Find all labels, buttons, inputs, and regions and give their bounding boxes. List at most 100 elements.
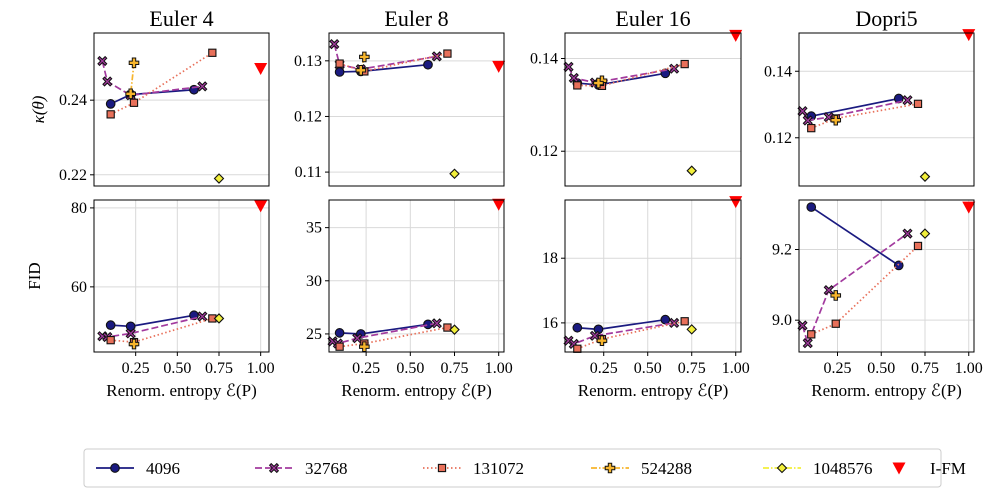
data-point-32768	[197, 81, 208, 92]
data-point-1048576	[213, 173, 225, 184]
subplot-title: Euler 4	[149, 6, 213, 31]
legend-entry-131072: 131072	[423, 459, 524, 478]
data-point-I-FM	[492, 198, 506, 211]
series-line-131072	[339, 52, 448, 73]
subplot-1: 0.22 0.24 Euler 4 κ(θ)	[29, 6, 270, 187]
x-tick-label: 1.00	[247, 360, 275, 377]
series-I-FM	[729, 196, 743, 209]
series-1048576	[213, 313, 225, 324]
series-32768	[97, 55, 208, 101]
legend-label: 32768	[305, 459, 348, 478]
data-point-131072	[913, 99, 923, 108]
data-point-131072	[129, 98, 139, 107]
y-tick-label: 60	[71, 279, 87, 296]
data-point-32768	[797, 106, 808, 117]
series-line-4096	[811, 97, 899, 117]
series-32768	[797, 95, 913, 126]
data-point-131072	[335, 342, 344, 351]
series-32768	[797, 228, 913, 349]
y-tick-label: 9.0	[772, 312, 792, 329]
x-tick-label: 0.50	[634, 360, 662, 377]
data-point-1048576	[449, 168, 460, 180]
data-point-I-FM	[962, 201, 976, 214]
axes-frame	[93, 32, 270, 187]
data-point-131072	[208, 48, 217, 57]
data-point-32768	[329, 39, 340, 50]
data-point-32768	[823, 285, 834, 296]
data-point-131072	[913, 241, 923, 251]
data-point-4096	[125, 321, 136, 332]
data-point-524288	[593, 77, 604, 89]
y-tick-label: 0.14	[530, 51, 558, 68]
data-point-32768	[431, 51, 442, 62]
x-axis-label: Renorm. entropy ℰ(P)	[578, 381, 729, 400]
legend-marker-I-FM	[892, 462, 906, 475]
data-point-524288	[830, 290, 842, 301]
y-tick-label: 0.14	[764, 63, 792, 80]
y-tick-label: 0.12	[294, 108, 322, 125]
data-point-1048576	[686, 165, 697, 176]
x-tick-label: 0.75	[205, 360, 233, 377]
data-point-1048576	[686, 324, 697, 335]
series-I-FM	[492, 198, 506, 211]
series-line-32768	[333, 43, 437, 71]
subplot-title: Euler 8	[384, 6, 448, 31]
y-tick-label: 0.11	[295, 164, 322, 181]
x-tick-label: 0.50	[163, 360, 191, 377]
y-tick-label: 9.2	[772, 241, 792, 258]
series-1048576	[919, 228, 931, 239]
y-tick-label: 0.13	[294, 53, 322, 70]
y-tick-label: 25	[306, 326, 322, 343]
data-point-32768	[563, 61, 574, 72]
series-I-FM	[254, 200, 268, 213]
data-point-131072	[443, 323, 452, 332]
y-tick-label: 0.24	[59, 92, 87, 109]
x-tick-label: 1.00	[722, 360, 750, 377]
series-4096	[105, 310, 199, 332]
data-point-1048576	[213, 313, 225, 324]
x-axis-label: Renorm. entropy ℰ(P)	[341, 381, 492, 400]
legend-marker-524288	[604, 462, 616, 474]
subplot-2: 0.11 0.12 0.13 Euler 8	[294, 6, 506, 187]
x-axis-label: Renorm. entropy ℰ(P)	[106, 381, 257, 400]
series-131072	[807, 241, 923, 339]
x-tick-label: 0.50	[867, 360, 895, 377]
series-1048576	[449, 168, 460, 180]
series-524288	[359, 341, 370, 352]
series-line-32768	[801, 99, 908, 122]
data-point-4096	[572, 322, 583, 333]
legend-label: 1048576	[813, 459, 873, 478]
y-tick-label: 0.12	[764, 130, 792, 147]
subplot-6: 25 30 35 0.25 0.50 0.75 1.00 Renorm. entropy ℰ(…	[306, 198, 513, 400]
y-tick-label: 30	[306, 273, 322, 290]
data-point-524288	[128, 57, 140, 69]
data-point-I-FM	[729, 196, 743, 209]
data-point-131072	[680, 317, 689, 326]
series-524288	[596, 335, 608, 346]
x-tick-label: 0.50	[396, 360, 424, 377]
axes-frame	[564, 199, 742, 353]
series-1048576	[686, 324, 697, 335]
series-I-FM	[729, 29, 743, 42]
legend-label: 131072	[473, 459, 524, 478]
subplot-title: Euler 16	[615, 6, 690, 31]
data-point-131072	[680, 59, 689, 69]
y-tick-label: 35	[306, 220, 322, 237]
x-tick-label: 0.25	[824, 360, 852, 377]
data-point-4096	[423, 59, 433, 70]
y-tick-label: 18	[542, 250, 558, 267]
y-axis-label: FID	[25, 262, 44, 289]
axes-frame	[798, 199, 975, 353]
data-point-524288	[359, 51, 370, 63]
data-point-131072	[807, 330, 816, 339]
y-tick-label: 0.12	[530, 143, 558, 160]
series-line-131072	[810, 245, 919, 336]
data-point-4096	[806, 202, 817, 212]
data-point-32768	[97, 55, 108, 67]
data-point-4096	[893, 260, 904, 271]
data-point-524288	[125, 88, 136, 100]
data-point-32768	[431, 318, 442, 329]
data-point-131072	[443, 49, 452, 58]
legend-marker-131072	[437, 463, 447, 473]
